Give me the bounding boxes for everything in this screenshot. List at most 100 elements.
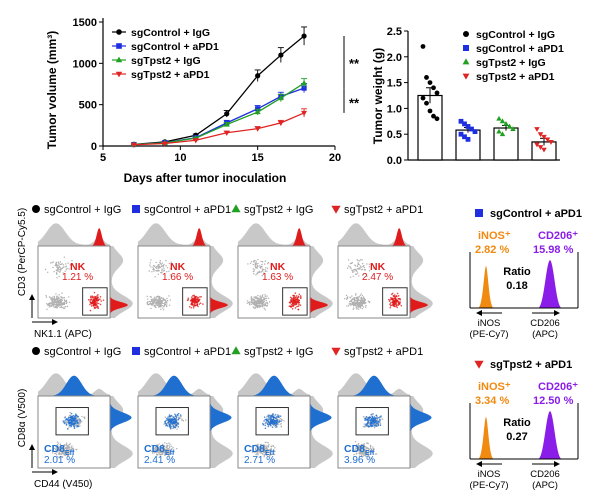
event <box>259 305 261 308</box>
gated-event <box>91 299 93 301</box>
gated-event <box>389 302 392 304</box>
data-point <box>510 126 516 131</box>
gated-event <box>274 413 277 416</box>
event <box>357 262 359 264</box>
x-axis-arrowhead <box>52 469 58 475</box>
legend-marker <box>463 45 469 51</box>
event <box>58 453 60 456</box>
event <box>353 296 356 299</box>
event <box>68 301 71 303</box>
event <box>59 267 62 269</box>
event <box>54 264 56 267</box>
y-tick-label: 1.0 <box>387 103 402 115</box>
event <box>63 266 65 268</box>
gated-event <box>263 420 265 422</box>
gated-event <box>389 306 392 309</box>
event <box>50 304 53 307</box>
event <box>63 303 65 306</box>
event <box>169 299 172 301</box>
gated-event <box>72 423 75 425</box>
cd206-label: CD206⁺ <box>538 230 578 242</box>
event <box>256 264 259 267</box>
event <box>163 454 166 456</box>
event <box>346 267 349 269</box>
event <box>169 443 171 445</box>
event <box>154 265 156 267</box>
gated-event <box>370 413 372 416</box>
gated-event <box>262 423 265 426</box>
event <box>353 302 355 304</box>
event <box>67 262 69 264</box>
event <box>166 267 169 269</box>
event <box>255 263 258 265</box>
event <box>350 267 352 270</box>
event <box>260 297 262 299</box>
event <box>261 263 263 266</box>
event <box>56 266 58 268</box>
event <box>59 270 61 273</box>
event <box>58 265 61 268</box>
event <box>259 295 262 297</box>
gated-event <box>269 424 272 427</box>
event <box>154 296 156 298</box>
event <box>61 298 63 301</box>
event <box>356 268 359 270</box>
y-tick-label: 1000 <box>73 58 97 70</box>
event <box>366 263 368 265</box>
event <box>266 416 268 418</box>
event <box>361 259 363 261</box>
event <box>267 297 270 299</box>
event <box>155 265 158 268</box>
gated-event <box>289 302 291 304</box>
gated-event <box>200 295 202 298</box>
event <box>150 296 152 298</box>
event <box>365 306 367 308</box>
event <box>161 269 163 271</box>
inos-arrowhead <box>476 310 482 316</box>
gate-label-sub: Eff <box>165 450 175 457</box>
event <box>67 454 70 457</box>
gated-event <box>389 303 391 306</box>
event <box>64 454 67 457</box>
event <box>350 300 352 303</box>
gated-event <box>298 293 301 296</box>
event <box>160 446 162 449</box>
legend-marker <box>462 73 470 80</box>
event <box>153 447 155 450</box>
cd206-arrowhead <box>554 461 560 467</box>
event <box>52 296 54 298</box>
gated-event <box>290 300 293 302</box>
gated-event <box>176 413 179 416</box>
event <box>158 302 161 305</box>
event <box>56 446 59 448</box>
event <box>253 269 256 271</box>
event <box>164 445 166 447</box>
panel-header: sgControl + aPD1 <box>490 208 582 220</box>
event <box>66 301 68 303</box>
events <box>44 256 105 312</box>
event <box>355 306 358 308</box>
event <box>157 295 159 298</box>
gated-event <box>165 419 168 422</box>
gated-event <box>97 298 100 301</box>
event <box>59 443 61 445</box>
event <box>359 259 362 261</box>
event <box>264 297 266 300</box>
gated-event <box>191 302 193 305</box>
inos-axis-label: iNOS <box>478 318 501 329</box>
event <box>252 268 255 270</box>
event <box>257 294 259 297</box>
event <box>266 305 268 307</box>
event <box>150 307 152 310</box>
data-point <box>254 126 261 132</box>
event <box>259 266 262 268</box>
event <box>169 445 171 447</box>
significance: ** ** <box>343 36 360 113</box>
y-axis-label: CD8α (V500) <box>17 389 28 448</box>
gated-event <box>97 302 100 305</box>
event <box>261 304 263 307</box>
panel-header: sgTpst2 + IgG <box>244 346 313 358</box>
event <box>155 306 157 309</box>
tumor-volume-chart: Tumor volume (mm³) Days after tumor inoc… <box>45 17 360 185</box>
gated-event <box>394 295 397 298</box>
